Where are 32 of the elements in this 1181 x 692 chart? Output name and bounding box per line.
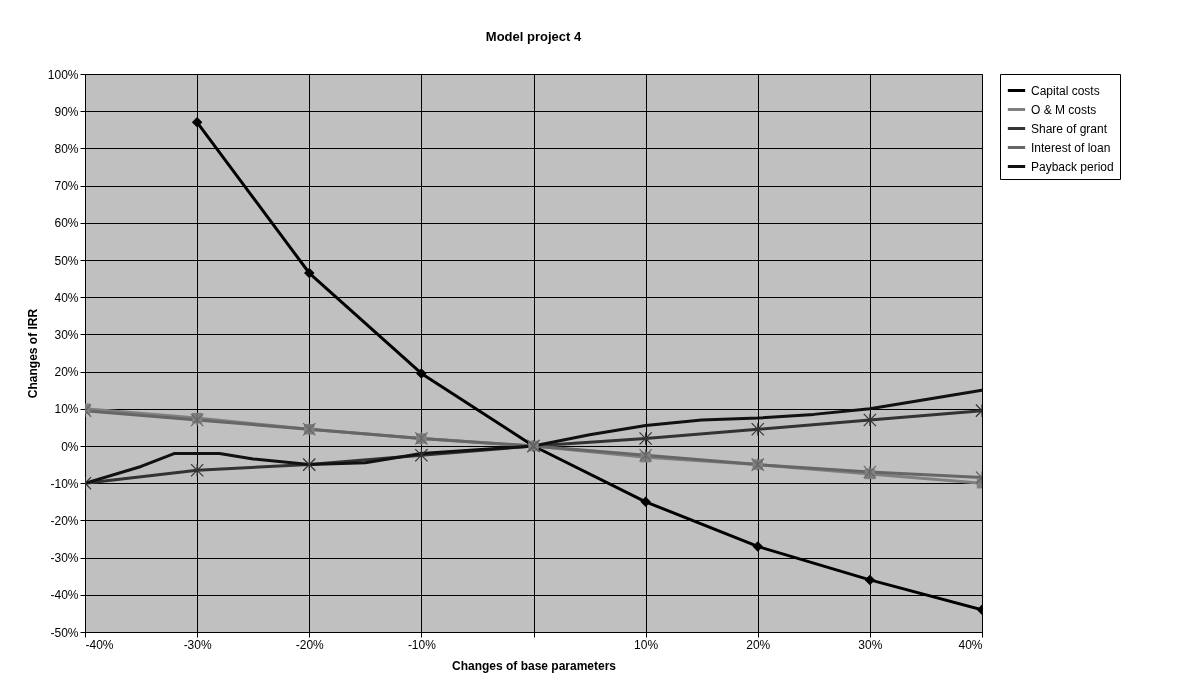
y-tick-label: 70% [54, 179, 79, 194]
y-tick-label: 40% [54, 290, 79, 305]
y-tick-label: -30% [50, 551, 79, 566]
x-tick-label: -10% [407, 637, 437, 652]
y-axis-title: Changes of IRR [25, 308, 40, 399]
y-tick-label: -40% [50, 588, 79, 603]
legend-label: Share of grant [1031, 121, 1108, 136]
y-tick-label: -50% [50, 625, 79, 640]
legend-label: Capital costs [1031, 83, 1100, 98]
y-tick-label: 30% [54, 327, 79, 342]
x-axis-title: Changes of base parameters [451, 658, 617, 673]
y-tick-label: 0% [61, 439, 79, 454]
legend-label: Payback period [1031, 159, 1114, 174]
y-tick-label: 10% [54, 402, 79, 417]
y-tick-label: -20% [50, 513, 79, 528]
x-tick-label: 40% [958, 637, 983, 652]
x-tick-label: -30% [183, 637, 212, 652]
y-tick-label: 90% [54, 104, 79, 119]
y-tick-label: 60% [54, 216, 79, 231]
x-tick-label: 20% [746, 637, 771, 652]
x-tick-label: -20% [295, 637, 325, 652]
y-tick-label: 20% [54, 365, 79, 380]
x-tick-label: 10% [634, 637, 659, 652]
legend-label: Interest of loan [1031, 140, 1111, 155]
y-tick-label: 80% [54, 141, 79, 156]
legend-label: O & M costs [1031, 102, 1097, 117]
x-tick-label: -40% [85, 637, 114, 652]
y-tick-label: -10% [50, 476, 79, 491]
y-tick-label: 100% [47, 67, 79, 82]
chart-title: Model project 4 [485, 29, 582, 44]
x-tick-label: 30% [858, 637, 883, 652]
y-tick-label: 50% [54, 253, 79, 268]
